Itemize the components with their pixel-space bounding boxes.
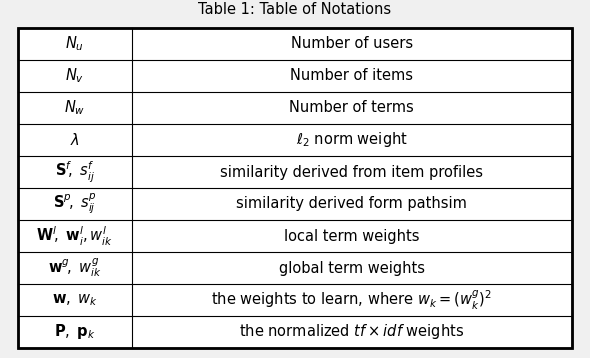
- Text: $N_w$: $N_w$: [64, 99, 86, 117]
- Text: Number of terms: Number of terms: [290, 101, 414, 116]
- Text: similarity derived form pathsim: similarity derived form pathsim: [237, 197, 467, 212]
- Text: local term weights: local term weights: [284, 228, 419, 243]
- Text: $\mathbf{P},\ \mathbf{p}_k$: $\mathbf{P},\ \mathbf{p}_k$: [54, 323, 96, 342]
- Text: similarity derived from item profiles: similarity derived from item profiles: [220, 164, 483, 179]
- Text: Number of users: Number of users: [291, 37, 413, 52]
- Text: Number of items: Number of items: [290, 68, 413, 83]
- Text: $\mathbf{W}^l\!,\ \mathbf{w}^l_i, w^l_{ik}$: $\mathbf{W}^l\!,\ \mathbf{w}^l_i, w^l_{i…: [37, 224, 113, 248]
- Text: $\mathbf{S}^f\!,\ s^f_{ij}$: $\mathbf{S}^f\!,\ s^f_{ij}$: [55, 159, 95, 185]
- Text: $\mathbf{w},\ w_k$: $\mathbf{w},\ w_k$: [52, 292, 98, 308]
- Text: $N_v$: $N_v$: [65, 67, 84, 85]
- Text: Table 1: Table of Notations: Table 1: Table of Notations: [198, 3, 392, 18]
- Text: $\mathbf{S}^p\!,\ s^p_{ij}$: $\mathbf{S}^p\!,\ s^p_{ij}$: [53, 192, 97, 216]
- Text: the weights to learn, where $w_k = (w_k^g)^2$: the weights to learn, where $w_k = (w_k^…: [211, 289, 492, 311]
- Text: $\lambda$: $\lambda$: [70, 132, 80, 148]
- Text: $\ell_2$ norm weight: $\ell_2$ norm weight: [296, 131, 408, 150]
- Text: $N_u$: $N_u$: [65, 35, 84, 53]
- Bar: [18, 28, 572, 348]
- Text: $\mathbf{w}^g\!,\ w^g_{ik}$: $\mathbf{w}^g\!,\ w^g_{ik}$: [48, 257, 101, 279]
- Text: the normalized $tf \times idf$ weights: the normalized $tf \times idf$ weights: [239, 323, 464, 342]
- Text: global term weights: global term weights: [279, 261, 425, 276]
